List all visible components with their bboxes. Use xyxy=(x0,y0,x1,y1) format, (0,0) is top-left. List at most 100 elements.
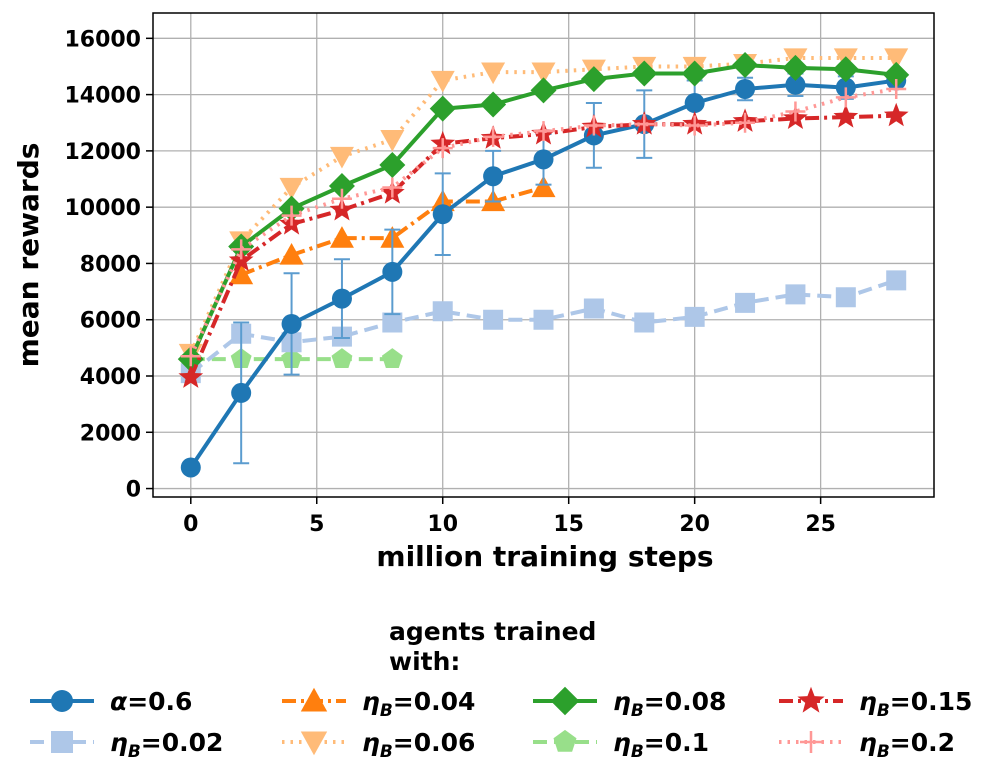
x-tick-label: 20 xyxy=(679,512,710,537)
legend-label: ηB=0.06 xyxy=(362,728,475,762)
data-point xyxy=(684,93,705,114)
legend-label: ηB=0.15 xyxy=(859,687,972,721)
y-tick-label: 6000 xyxy=(80,309,141,334)
x-axis-label: million training steps xyxy=(376,540,713,573)
legend-marker xyxy=(51,690,73,712)
legend-marker xyxy=(800,731,822,753)
data-point xyxy=(886,78,907,99)
y-tick-label: 4000 xyxy=(80,365,141,390)
y-axis-ticks: 0 2000 4000 6000 8000 10000 12000 14000 16000 xyxy=(64,27,153,503)
legend-entry-alpha06: α=0.6 xyxy=(30,687,192,716)
data-point xyxy=(483,166,504,187)
data-point xyxy=(735,78,756,99)
data-point xyxy=(684,115,705,136)
y-tick-label: 2000 xyxy=(80,421,141,446)
legend-marker xyxy=(51,731,73,753)
data-point xyxy=(531,175,556,198)
x-tick-label: 10 xyxy=(427,512,458,537)
x-tick-label: 25 xyxy=(805,512,836,537)
data-point xyxy=(483,126,504,147)
data-point xyxy=(782,54,809,81)
data-point xyxy=(634,312,655,333)
data-point xyxy=(432,138,453,159)
y-tick-label: 12000 xyxy=(64,140,141,165)
data-point xyxy=(480,91,507,118)
data-point xyxy=(381,348,403,369)
data-point xyxy=(329,196,355,221)
data-point xyxy=(180,346,201,367)
data-point xyxy=(331,188,352,209)
legend-entry-eta015: ηB=0.15 xyxy=(779,686,972,721)
data-point xyxy=(832,56,859,83)
data-point xyxy=(328,173,355,200)
data-point xyxy=(533,121,554,142)
data-point xyxy=(432,301,453,322)
data-point xyxy=(533,149,554,170)
x-tick-label: 0 xyxy=(183,512,198,537)
data-point xyxy=(735,112,756,133)
data-point xyxy=(379,151,406,178)
data-point xyxy=(432,204,453,225)
plot-frame xyxy=(152,12,935,498)
data-point xyxy=(329,146,354,169)
data-point xyxy=(835,287,856,308)
y-tick-label: 14000 xyxy=(64,84,141,109)
data-point xyxy=(228,247,254,272)
data-point xyxy=(533,309,554,330)
data-point xyxy=(331,348,353,369)
legend-label: ηB=0.04 xyxy=(362,687,475,721)
data-point xyxy=(883,102,909,127)
data-point xyxy=(231,382,252,403)
data-point xyxy=(681,60,708,87)
data-point xyxy=(281,205,302,226)
data-point xyxy=(382,312,403,333)
data-point xyxy=(785,101,806,122)
y-tick-label: 8000 xyxy=(80,252,141,277)
data-point xyxy=(481,62,506,85)
data-point xyxy=(531,62,556,85)
series-layer xyxy=(177,48,910,478)
legend-marker xyxy=(300,731,328,756)
series-line xyxy=(188,87,897,358)
legend-entry-eta002: ηB=0.02 xyxy=(30,728,223,762)
legend-label: ηB=0.1 xyxy=(613,728,709,762)
data-point xyxy=(231,239,252,260)
data-point xyxy=(580,66,607,93)
data-point xyxy=(631,60,658,87)
data-point xyxy=(382,261,403,282)
legend-entry-eta008: ηB=0.08 xyxy=(533,686,726,721)
data-point xyxy=(380,130,405,152)
legend-entry-eta02: ηB=0.2 xyxy=(779,728,955,762)
data-point xyxy=(279,177,304,200)
legend-marker xyxy=(797,686,825,713)
data-point xyxy=(833,104,859,128)
data-point xyxy=(785,284,806,305)
legend: agents trained with: α=0.6 ηB=0.04 ηB=0.08… xyxy=(30,617,972,762)
data-point xyxy=(329,226,354,248)
legend-title-line-1: agents trained xyxy=(389,617,596,646)
data-point xyxy=(382,177,403,198)
legend-label: ηB=0.2 xyxy=(859,728,955,762)
data-point xyxy=(735,292,756,313)
legend-label: α=0.6 xyxy=(110,687,192,716)
series-line xyxy=(188,56,897,355)
legend-label: ηB=0.02 xyxy=(110,728,223,762)
y-axis-label: mean rewards xyxy=(12,143,45,368)
data-point xyxy=(884,48,909,71)
data-point xyxy=(684,306,705,327)
y-tick-label: 16000 xyxy=(64,27,141,52)
legend-marker xyxy=(553,729,577,752)
legend-label: ηB=0.08 xyxy=(613,687,726,721)
data-point xyxy=(429,95,456,122)
x-tick-label: 5 xyxy=(309,512,324,537)
series-eta02 xyxy=(180,78,907,367)
data-point xyxy=(785,74,806,95)
data-point xyxy=(483,309,504,330)
data-point xyxy=(886,270,907,291)
x-tick-label: 15 xyxy=(553,512,584,537)
y-tick-label: 10000 xyxy=(64,196,141,221)
legend-entry-eta006: ηB=0.06 xyxy=(282,728,475,762)
x-axis-ticks: 0 5 10 15 20 25 xyxy=(183,497,836,537)
